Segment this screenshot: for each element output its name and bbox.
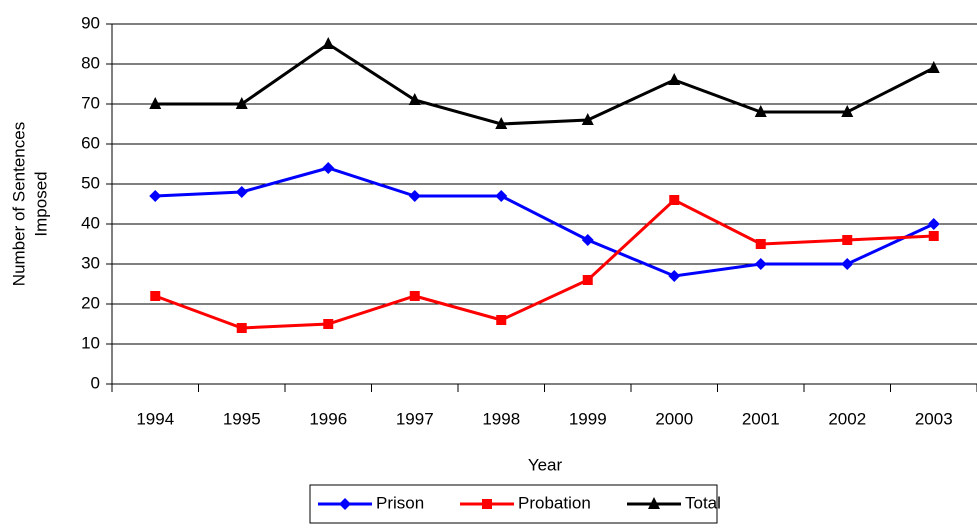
legend-marker <box>339 498 351 510</box>
legend-label: Probation <box>518 493 591 512</box>
marker <box>323 319 334 329</box>
x-tick-label: 1995 <box>223 409 261 428</box>
y-tick-label: 50 <box>81 173 100 192</box>
marker <box>581 113 594 125</box>
y-tick-label: 80 <box>81 53 100 72</box>
x-tick-label: 2000 <box>655 409 693 428</box>
y-axis-label-line: Number of Sentences <box>9 122 28 286</box>
x-tick-label: 2001 <box>742 409 780 428</box>
marker <box>409 291 420 301</box>
marker <box>236 323 247 333</box>
y-axis-label-line: Imposed <box>31 171 50 236</box>
marker <box>668 73 681 85</box>
marker <box>668 270 681 282</box>
legend-marker <box>648 497 660 509</box>
marker <box>582 275 593 285</box>
marker <box>842 235 853 245</box>
marker <box>235 97 248 109</box>
x-axis-label: Year <box>528 455 563 474</box>
x-tick-label: 1997 <box>396 409 434 428</box>
y-tick-label: 30 <box>81 253 100 272</box>
legend-marker <box>482 499 492 509</box>
y-tick-label: 40 <box>81 213 100 232</box>
series-line <box>155 166 935 278</box>
marker <box>841 258 854 270</box>
marker <box>408 93 421 105</box>
y-tick-label: 60 <box>81 133 100 152</box>
marker <box>322 162 335 174</box>
marker <box>495 190 508 202</box>
marker <box>755 239 766 249</box>
y-tick-label: 70 <box>81 93 100 112</box>
x-tick-label: 2002 <box>828 409 866 428</box>
y-tick-label: 90 <box>81 13 100 32</box>
y-tick-label: 0 <box>91 373 100 392</box>
marker <box>408 190 421 202</box>
marker <box>150 291 161 301</box>
x-tick-label: 1998 <box>482 409 520 428</box>
marker <box>754 258 767 270</box>
marker <box>669 195 680 205</box>
legend-label: Prison <box>376 493 424 512</box>
marker <box>495 117 508 129</box>
marker <box>149 97 162 109</box>
marker <box>496 315 507 325</box>
legend-label: Total <box>685 493 721 512</box>
marker <box>322 37 335 49</box>
x-tick-label: 1999 <box>569 409 607 428</box>
x-tick-label: 1996 <box>309 409 347 428</box>
series-line <box>154 198 934 330</box>
marker <box>235 186 248 198</box>
x-tick-label: 2003 <box>915 409 953 428</box>
y-tick-label: 10 <box>81 333 100 352</box>
marker <box>149 190 162 202</box>
marker <box>927 218 940 230</box>
x-tick-label: 1994 <box>136 409 174 428</box>
y-tick-label: 20 <box>81 293 100 312</box>
marker <box>754 105 767 117</box>
series-line <box>155 42 935 126</box>
marker <box>581 234 594 246</box>
marker <box>927 61 940 73</box>
y-axis-label: Number of Sentences Imposed <box>9 122 50 286</box>
marker <box>841 105 854 117</box>
marker <box>928 231 939 241</box>
